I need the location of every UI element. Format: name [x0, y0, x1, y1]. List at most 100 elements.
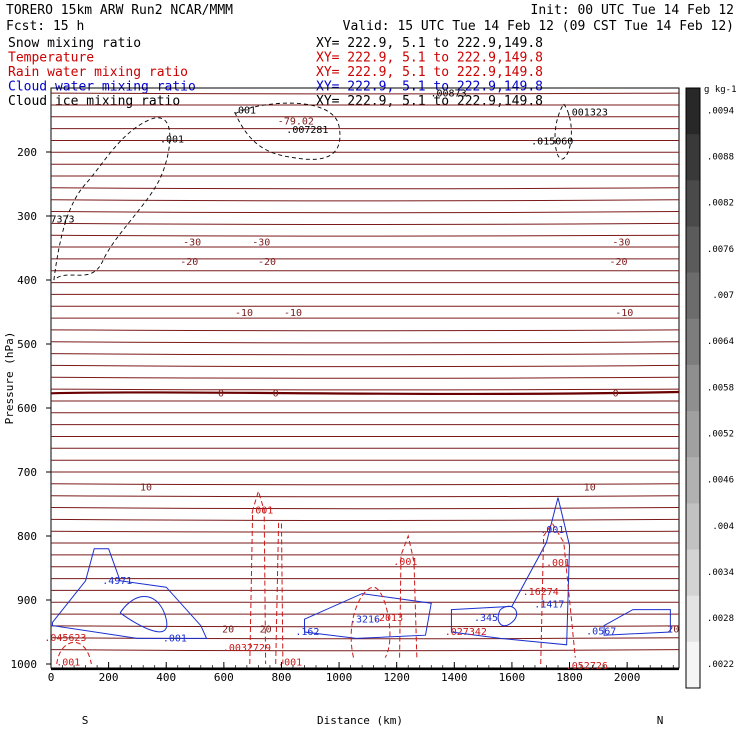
- snow-contour: [53, 117, 171, 281]
- isotherm-label: -20: [180, 257, 198, 268]
- isotherm-label: 10: [140, 482, 152, 493]
- field-name: Cloud water mixing ratio: [8, 80, 196, 95]
- colorbar-tick-label: .0046: [707, 476, 734, 486]
- cloud-water-label: .001: [163, 634, 187, 645]
- cloud-water-label: .3216: [350, 614, 380, 625]
- header-valid: Valid: 15 UTC Tue 14 Feb 12 (09 CST Tue …: [343, 19, 734, 34]
- header-title: TORERO 15km ARW Run2 NCAR/MMM: [6, 3, 233, 18]
- cloud-water-label: .345: [474, 613, 498, 624]
- isotherm-line: [50, 542, 680, 545]
- x-tick-label: 1000: [326, 671, 353, 684]
- x-axis-label: Distance (km): [317, 714, 403, 727]
- colorbar-tick-label: .0088: [707, 153, 734, 163]
- isotherm-line: [50, 234, 680, 237]
- isotherm-line: [50, 649, 680, 652]
- colorbar-segment: [686, 411, 700, 458]
- x-tick-label: 2000: [614, 671, 641, 684]
- isotherm-line: [50, 92, 680, 95]
- y-tick-label: 800: [17, 530, 37, 543]
- colorbar-segment: [686, 318, 700, 366]
- colorbar-tick-label: .0052: [707, 429, 734, 439]
- cloud-water-contours: [51, 497, 671, 646]
- isotherm-label: -10: [235, 308, 253, 319]
- y-tick-label: 500: [17, 338, 37, 351]
- header-init: Init: 00 UTC Tue 14 Feb 12: [531, 3, 735, 18]
- snow-label: .00873: [430, 88, 466, 99]
- snow-label: .001323: [566, 108, 608, 119]
- isotherm-line: [50, 471, 680, 474]
- rain-water-label: .052726: [566, 661, 608, 672]
- isotherm-line: [50, 507, 680, 510]
- y-axis-label: Pressure (hPa): [3, 332, 16, 425]
- isotherm-line: [50, 364, 680, 368]
- field-xy: XY= 222.9, 5.1 to 222.9,149.8: [316, 51, 543, 66]
- rain-water-contour: [399, 534, 418, 658]
- colorbar-segment: [686, 595, 700, 643]
- colorbar-segment: [686, 180, 700, 227]
- field-name: Snow mixing ratio: [8, 36, 141, 51]
- y-tick-label: 300: [17, 210, 37, 223]
- cloud-water-contour: [603, 609, 671, 636]
- isotherm-line: [50, 353, 680, 356]
- isotherm-line: [50, 211, 680, 214]
- isotherm-line: [50, 317, 680, 320]
- isotherm-label: -30: [183, 238, 201, 249]
- y-tick-label: 200: [17, 146, 37, 159]
- zero-isotherm: [50, 390, 680, 396]
- field-name: Temperature: [8, 51, 94, 66]
- cloud-water-label: .001: [540, 525, 564, 536]
- plot-frame: [50, 87, 680, 669]
- isotherm-line: [50, 329, 680, 332]
- isotherm-line: [50, 341, 680, 344]
- rain-water-label: .001: [56, 657, 80, 668]
- colorbar-segment: [686, 272, 700, 320]
- isotherm-label: -10: [284, 308, 302, 319]
- colorbar-tick-label: .0082: [707, 199, 734, 209]
- isotherm-line: [50, 376, 680, 379]
- isotherm-label: -20: [609, 257, 627, 268]
- isotherm-label: 0: [613, 389, 619, 400]
- y-tick-label: 900: [17, 594, 37, 607]
- rain-water-contour: [56, 641, 92, 665]
- rain-water-contour: [540, 522, 576, 665]
- colorbar-tick-label: .0064: [707, 337, 734, 347]
- field-name: Cloud ice mixing ratio: [8, 94, 180, 109]
- isotherm-line: [50, 625, 680, 628]
- colorbar-tick-label: .0034: [707, 568, 734, 578]
- field-name: Rain water mixing ratio: [8, 65, 188, 80]
- snow-contour: [554, 103, 572, 160]
- cloud-water-label: .162: [295, 627, 319, 638]
- cloud-water-contour: [304, 593, 432, 639]
- isotherm-label: 20: [222, 624, 234, 635]
- cloud-water-contour: [51, 548, 208, 639]
- isotherm-label: 10: [584, 482, 596, 493]
- isotherm-label: 20: [667, 624, 679, 635]
- rain-water-label: .2013: [373, 613, 403, 624]
- rain-water-contours: [56, 489, 576, 665]
- colorbar-tick-label: .0094: [707, 106, 734, 116]
- temperature-extreme-label: -79.02: [278, 116, 314, 127]
- x-end-label-north: N: [657, 714, 664, 727]
- isotherm-label: -10: [615, 308, 633, 319]
- x-tick-label: 1600: [499, 671, 526, 684]
- isotherm-line: [50, 388, 680, 391]
- rain-water-label: .027342: [445, 627, 487, 638]
- isotherm-line: [50, 187, 680, 190]
- y-tick-label: 600: [17, 402, 37, 415]
- isotherm-line: [50, 483, 680, 486]
- rain-water-label: .045623: [44, 633, 86, 644]
- snow-contours: [53, 102, 572, 281]
- header-forecast: Fcst: 15 h: [6, 19, 84, 34]
- snow-label: .001: [232, 106, 256, 117]
- colorbar-tick-label: .0022: [707, 660, 734, 670]
- isotherm-label: 0: [273, 389, 279, 400]
- axes: 0 200 400 600 800 1000 1200 1400 1600 1800 2000200…: [11, 146, 674, 684]
- isotherm-line: [50, 530, 680, 533]
- isotherm-line: [50, 199, 680, 202]
- x-tick-label: 0: [48, 671, 55, 684]
- colorbar-segment: [686, 457, 700, 504]
- rain-water-contour: [249, 489, 267, 665]
- x-end-label-south: S: [82, 714, 89, 727]
- isotherm-label: -20: [258, 257, 276, 268]
